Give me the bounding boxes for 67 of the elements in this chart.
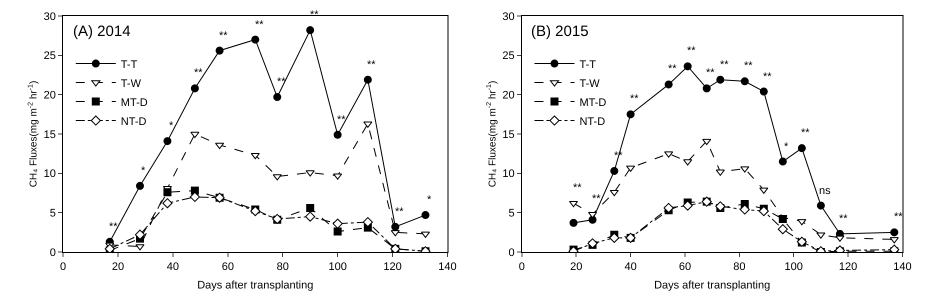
legend-label: NT-D bbox=[579, 116, 606, 128]
annotation: * bbox=[784, 141, 789, 153]
x-tick-label: 40 bbox=[166, 261, 180, 274]
legend-label: T-W bbox=[579, 78, 600, 90]
annotation: ** bbox=[839, 213, 848, 225]
legend-label: T-T bbox=[120, 58, 138, 71]
y-tick-label: 20 bbox=[502, 90, 515, 102]
annotation: ** bbox=[668, 63, 678, 75]
x-tick-label: 60 bbox=[222, 261, 234, 274]
x-tick-label: 80 bbox=[276, 261, 289, 274]
y-tick-label: 10 bbox=[44, 168, 56, 180]
x-axis-title: Days after transplanting bbox=[654, 279, 770, 292]
legend-label: T-W bbox=[120, 78, 142, 90]
x-tick-label: 40 bbox=[624, 261, 637, 274]
legend-label: MT-D bbox=[120, 96, 148, 109]
legend-label: T-T bbox=[579, 58, 596, 71]
x-tick-label: 140 bbox=[438, 261, 457, 274]
annotation: * bbox=[141, 165, 146, 177]
annotation: ** bbox=[573, 182, 582, 194]
y-tick-label: 10 bbox=[502, 168, 515, 180]
x-tick-label: 100 bbox=[784, 261, 803, 274]
annotation: ** bbox=[592, 193, 602, 205]
x-tick-label: 0 bbox=[60, 261, 66, 274]
annotation: * bbox=[427, 194, 432, 206]
annotation: ** bbox=[219, 30, 228, 42]
annotation: ** bbox=[194, 67, 204, 79]
annotation: ** bbox=[395, 206, 404, 218]
annotation: ** bbox=[894, 211, 904, 223]
y-tick-label: 0 bbox=[508, 246, 515, 259]
x-axis-title: Days after transplanting bbox=[197, 279, 314, 292]
x-tick-label: 60 bbox=[678, 261, 692, 274]
x-tick-label: 120 bbox=[838, 261, 858, 274]
annotation: ** bbox=[801, 127, 810, 139]
x-tick-label: 100 bbox=[328, 261, 347, 274]
y-tick-label: 15 bbox=[44, 128, 56, 141]
y-tick-label: 30 bbox=[502, 10, 515, 23]
annotation: ** bbox=[720, 59, 730, 71]
annotation: ** bbox=[763, 71, 772, 83]
annotation: ** bbox=[687, 45, 696, 57]
text: (A) 2014 bbox=[73, 23, 131, 40]
y-tick-label: 25 bbox=[44, 50, 56, 62]
annotation: ** bbox=[337, 114, 346, 126]
annotation: ** bbox=[310, 9, 320, 21]
y-tick-label: 0 bbox=[50, 246, 56, 259]
x-tick-label: 120 bbox=[383, 261, 402, 274]
annotation: ** bbox=[367, 59, 376, 71]
x-tick-label: 80 bbox=[733, 261, 746, 274]
y-tick-label: 15 bbox=[502, 128, 515, 141]
legend-label: NT-D bbox=[120, 116, 147, 128]
x-tick-label: 20 bbox=[570, 261, 582, 274]
y-tick-label: 20 bbox=[44, 90, 56, 102]
x-tick-label: 140 bbox=[893, 261, 912, 274]
annotation: ns bbox=[819, 185, 832, 197]
annotation: ** bbox=[109, 221, 118, 233]
annotation: * bbox=[169, 120, 174, 132]
annotation: ** bbox=[744, 60, 754, 72]
y-tick-label: 5 bbox=[508, 208, 515, 220]
annotation: ** bbox=[630, 93, 640, 105]
y-tick-label: 25 bbox=[502, 50, 515, 62]
legend-label: MT-D bbox=[579, 96, 606, 109]
annotation: ** bbox=[706, 67, 716, 79]
text: (B) 2015 bbox=[531, 23, 589, 40]
annotation: ** bbox=[255, 19, 264, 31]
x-tick-label: 0 bbox=[518, 261, 525, 274]
x-tick-label: 20 bbox=[112, 261, 124, 274]
y-tick-label: 5 bbox=[50, 208, 56, 220]
y-tick-label: 30 bbox=[44, 10, 56, 23]
